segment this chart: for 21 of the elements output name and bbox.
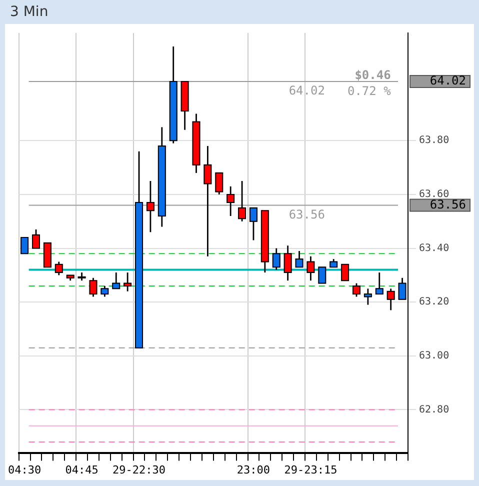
candlestick (284, 244, 292, 282)
y-tick-label: 63.00 (419, 350, 450, 362)
ref-line-label: 63.56 (288, 207, 325, 222)
ref-line-label: 64.02 (288, 84, 325, 98)
y-tick-label: 63.40 (419, 242, 450, 254)
y-tick-label: 63.20 (419, 296, 450, 308)
candlestick (341, 264, 350, 282)
candlestick (318, 266, 326, 284)
x-tick-label: 23:00 (236, 463, 270, 476)
candlestick (306, 256, 315, 282)
x-tick-label: 04:45 (65, 463, 98, 476)
text: 64.02 (430, 74, 466, 88)
annotation: $0.46 (354, 68, 391, 82)
candlestick (20, 237, 29, 254)
chart-title: 3 Min (9, 3, 50, 22)
x-tick-label: 29-23:15 (284, 463, 338, 476)
y-tick-label: 62.80 (419, 404, 450, 416)
x-tick-label: 04:30 (8, 463, 42, 476)
y-tick-label: 63.80 (419, 135, 450, 146)
annotation: 0.72 % (347, 84, 392, 98)
x-tick-label: 29-22:30 (112, 463, 166, 476)
